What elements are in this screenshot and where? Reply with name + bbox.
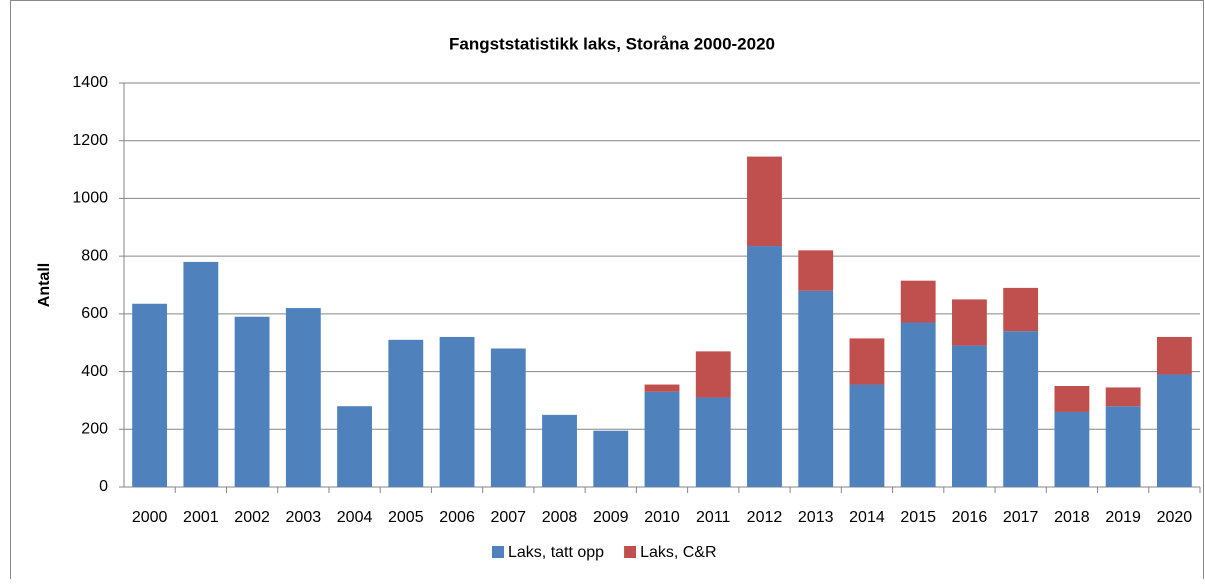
bar-segment (388, 339, 424, 487)
bar-segment (542, 414, 577, 487)
bar-segment (798, 250, 834, 291)
x-tick-label: 2007 (490, 509, 526, 526)
bar-segment (849, 338, 885, 385)
bar-segment (1156, 336, 1192, 375)
legend-swatch (624, 546, 637, 558)
y-tick-label: 800 (81, 247, 108, 264)
bar-segment (1105, 406, 1141, 487)
bar-segment (490, 348, 526, 487)
legend-swatch (492, 546, 504, 558)
x-tick-label: 2001 (183, 509, 219, 526)
bar-segment (132, 303, 168, 487)
x-tick-label: 2005 (388, 509, 424, 526)
bar-segment (695, 351, 731, 398)
y-tick-label: 1400 (72, 74, 108, 91)
x-tick-label: 2013 (798, 509, 834, 526)
bar-segment (644, 384, 680, 392)
chart-title: Fangststatistikk laks, Storåna 2000-2020 (449, 34, 775, 53)
x-tick-label: 2011 (696, 509, 731, 526)
x-tick-label: 2010 (644, 509, 680, 526)
x-tick-label: 2020 (1157, 509, 1193, 526)
bar-segment (285, 308, 321, 487)
legend-label: Laks, tatt opp (508, 544, 604, 561)
legend-label: Laks, C&R (640, 544, 716, 561)
bar-segment (695, 397, 731, 487)
x-tick-label: 2009 (593, 509, 629, 526)
bar-segment (593, 430, 629, 487)
bar-segment (900, 322, 936, 487)
bar-segment (747, 246, 782, 487)
bar-segment (1003, 287, 1039, 332)
bar-segment (234, 316, 270, 487)
x-tick-label: 2004 (337, 509, 373, 526)
y-tick-label: 200 (81, 421, 108, 438)
bar-segment (439, 336, 475, 487)
bar-segment (183, 261, 219, 487)
bar-segment (952, 345, 987, 487)
bar-segment (644, 391, 680, 487)
y-tick-label: 0 (99, 478, 108, 495)
x-tick-label: 2006 (439, 509, 475, 526)
x-tick-label: 2016 (952, 509, 988, 526)
chart-border (10, 0, 1204, 584)
bar-segment (1156, 374, 1192, 487)
bar-segment (900, 280, 936, 323)
y-tick-label: 1200 (72, 132, 108, 149)
bar-segment (952, 299, 987, 346)
x-tick-label: 2003 (286, 509, 322, 526)
bar-segment (1054, 386, 1090, 412)
x-tick-label: 2019 (1105, 509, 1141, 526)
x-tick-label: 2015 (900, 509, 936, 526)
bar-segment (1003, 331, 1039, 487)
bar-segment (747, 156, 782, 247)
bar-segment (849, 384, 885, 487)
bar-segment (337, 406, 372, 487)
y-tick-label: 1000 (72, 190, 108, 207)
x-tick-label: 2014 (849, 509, 885, 526)
y-tick-label: 400 (81, 363, 108, 380)
y-tick-label: 600 (81, 305, 108, 322)
x-tick-label: 2012 (747, 509, 783, 526)
y-axis-label: Antall (36, 263, 53, 307)
bar-segment (1054, 411, 1090, 487)
x-tick-label: 2017 (1003, 509, 1039, 526)
bar-segment (798, 290, 834, 487)
bar-segment (1105, 387, 1141, 407)
x-tick-label: 2008 (542, 509, 578, 526)
x-tick-label: 2002 (234, 509, 270, 526)
x-tick-label: 2018 (1054, 509, 1090, 526)
x-tick-label: 2000 (132, 509, 168, 526)
